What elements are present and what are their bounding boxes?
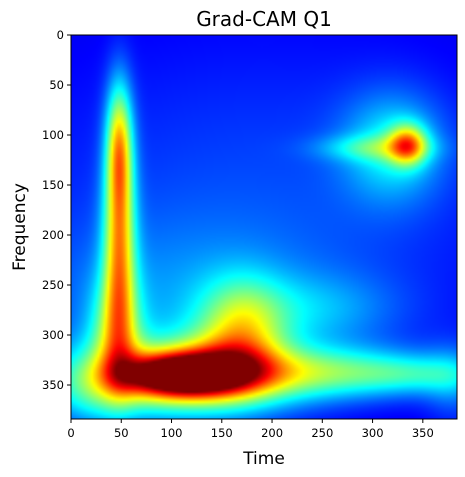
x-tick-label: 0 [67, 426, 74, 440]
y-tick-label: 0 [57, 28, 64, 42]
chart-title: Grad-CAM Q1 [196, 7, 332, 31]
x-tick-label: 200 [261, 426, 283, 440]
heatmap-image [71, 35, 457, 419]
x-tick-label: 150 [211, 426, 233, 440]
x-tick-label: 100 [161, 426, 183, 440]
y-tick-label: 50 [49, 78, 64, 92]
y-tick-label: 150 [42, 178, 64, 192]
y-tick-label: 250 [42, 278, 64, 292]
x-tick-label: 50 [114, 426, 129, 440]
x-tick-label: 350 [412, 426, 434, 440]
y-tick-label: 100 [42, 128, 64, 142]
x-axis-label: Time [242, 449, 285, 469]
y-tick-label: 200 [42, 228, 64, 242]
y-axis-ticks: 0 50 100 150 200 250 300 350 [42, 28, 71, 392]
y-tick-label: 350 [42, 378, 64, 392]
x-axis-ticks: 0 50 100 150 200 250 300 350 [67, 419, 434, 440]
y-tick-label: 300 [42, 328, 64, 342]
x-tick-label: 300 [362, 426, 384, 440]
x-tick-label: 250 [311, 426, 333, 440]
plot-frame [70, 34, 458, 420]
y-axis-label: Frequency [10, 183, 30, 271]
